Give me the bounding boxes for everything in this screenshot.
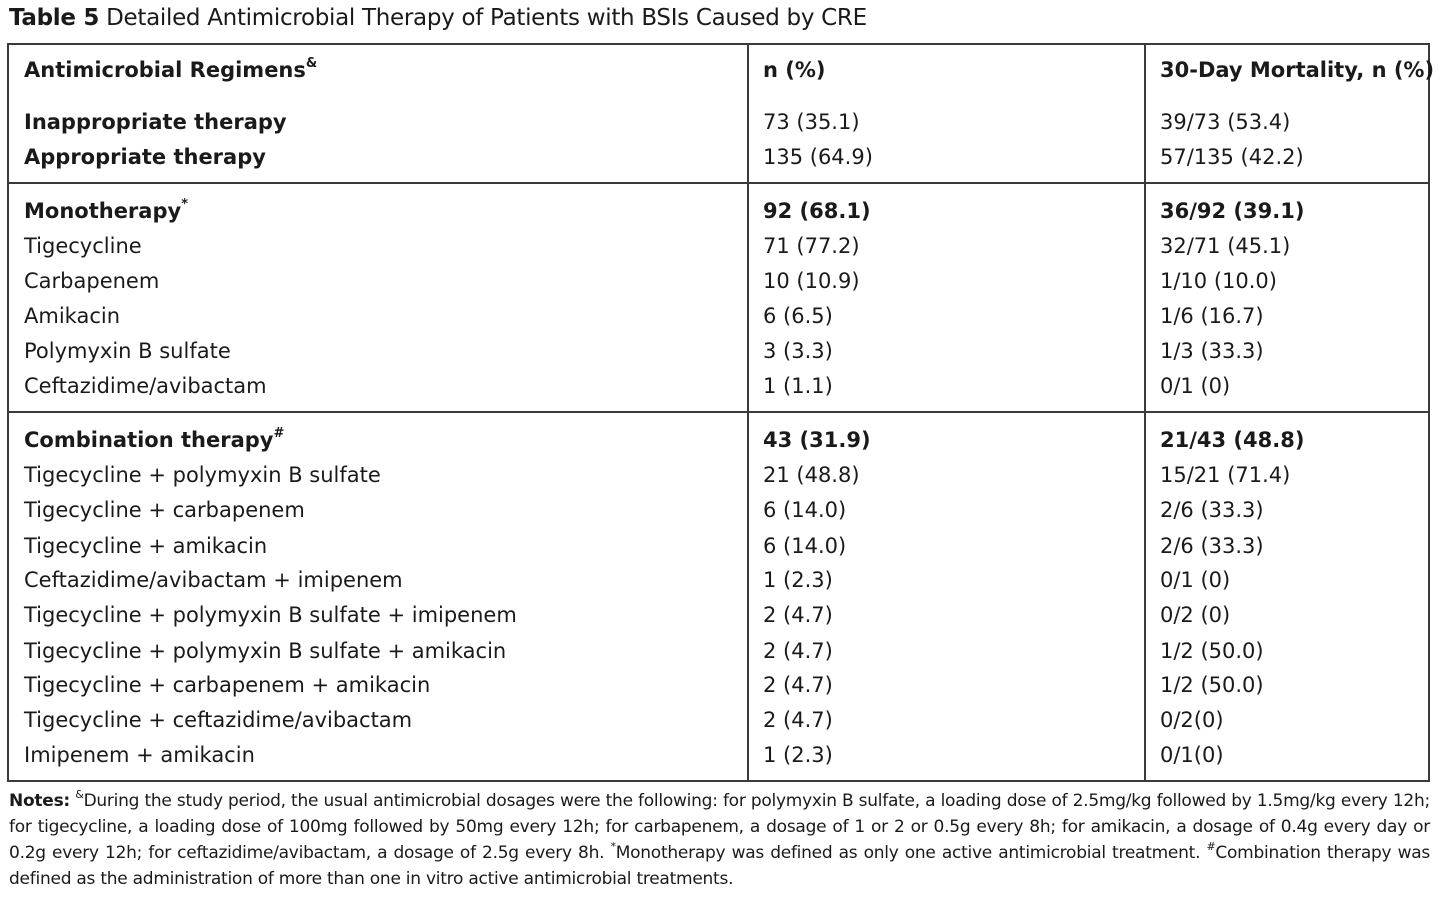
table-row: Tigecycline + polymyxin B sulfate + imip… — [9, 599, 1428, 631]
regimen-name: Imipenem + amikacin — [24, 743, 255, 767]
header-regimens: Antimicrobial Regimens& — [24, 56, 318, 82]
regimen-name: Tigecycline + polymyxin B sulfate + imip… — [24, 603, 517, 627]
mortality: 39/73 (53.4) — [1160, 110, 1291, 134]
mortality: 15/21 (71.4) — [1160, 463, 1291, 487]
regimen-name: Tigecycline — [24, 234, 142, 258]
table-row: Inappropriate therapy 73 (35.1) 39/73 (5… — [9, 106, 1428, 138]
regimen-name: Inappropriate therapy — [24, 110, 287, 134]
mortality: 36/92 (39.1) — [1160, 199, 1305, 223]
table-caption: Table 5 Detailed Antimicrobial Therapy o… — [9, 3, 867, 33]
footnote-combination: Combination therapy was defined as the a… — [9, 843, 1430, 889]
regimen-name: Appropriate therapy — [24, 145, 266, 169]
regimen-name: Tigecycline + polymyxin B sulfate — [24, 463, 381, 487]
n-percent: 10 (10.9) — [763, 269, 860, 293]
n-percent: 92 (68.1) — [763, 199, 871, 223]
table-row: Polymyxin B sulfate 3 (3.3) 1/3 (33.3) — [9, 335, 1428, 367]
regimen-name: Polymyxin B sulfate — [24, 339, 231, 363]
mortality: 1/2 (50.0) — [1160, 673, 1264, 697]
regimen-name: Amikacin — [24, 304, 121, 328]
mortality: 0/1 (0) — [1160, 374, 1231, 398]
regimen-name: Tigecycline + carbapenem — [24, 498, 305, 522]
footnote-monotherapy: Monotherapy was defined as only one acti… — [615, 843, 1207, 863]
mortality: 1/10 (10.0) — [1160, 269, 1277, 293]
mortality: 1/6 (16.7) — [1160, 304, 1264, 328]
mortality: 0/1(0) — [1160, 743, 1224, 767]
table-notes: Notes: &During the study period, the usu… — [9, 788, 1430, 892]
therapy-table: Antimicrobial Regimens& n (%) 30-Day Mor… — [7, 43, 1434, 782]
regimen-name: Monotherapy* — [24, 197, 188, 223]
table-row: Ceftazidime/avibactam 1 (1.1) 0/1 (0) — [9, 370, 1428, 402]
footnote-dosage: During the study period, the usual antim… — [9, 791, 1430, 863]
header-n-percent: n (%) — [763, 58, 826, 82]
mortality: 2/6 (33.3) — [1160, 498, 1264, 522]
n-percent: 43 (31.9) — [763, 428, 871, 452]
mortality: 32/71 (45.1) — [1160, 234, 1291, 258]
regimen-name: Tigecycline + polymyxin B sulfate + amik… — [24, 639, 507, 663]
header-mortality: 30-Day Mortality, n (%) — [1160, 58, 1435, 82]
mortality: 0/1 (0) — [1160, 568, 1231, 592]
mortality: 0/2(0) — [1160, 708, 1224, 732]
section-header-row: Monotherapy* 92 (68.1) 36/92 (39.1) — [9, 195, 1428, 227]
table-title: Detailed Antimicrobial Therapy of Patien… — [106, 5, 867, 31]
mortality: 1/2 (50.0) — [1160, 639, 1264, 663]
table-row: Tigecycline + polymyxin B sulfate + amik… — [9, 635, 1428, 667]
regimen-name: Ceftazidime/avibactam — [24, 374, 267, 398]
n-percent: 3 (3.3) — [763, 339, 833, 363]
table-row: Tigecycline + carbapenem + amikacin 2 (4… — [9, 669, 1428, 701]
regimen-name: Carbapenem — [24, 269, 160, 293]
n-percent: 1 (1.1) — [763, 374, 833, 398]
table-row: Tigecycline + polymyxin B sulfate 21 (48… — [9, 459, 1428, 491]
mortality: 57/135 (42.2) — [1160, 145, 1304, 169]
n-percent: 6 (6.5) — [763, 304, 833, 328]
header-row: Antimicrobial Regimens& n (%) 30-Day Mor… — [9, 54, 1434, 86]
mortality: 0/2 (0) — [1160, 603, 1231, 627]
n-percent: 6 (14.0) — [763, 498, 847, 522]
table-label: Table 5 — [9, 5, 100, 31]
n-percent: 21 (48.8) — [763, 463, 860, 487]
n-percent: 1 (2.3) — [763, 568, 833, 592]
section-divider — [9, 411, 1428, 413]
table-row: Tigecycline + ceftazidime/avibactam 2 (4… — [9, 704, 1428, 736]
notes-label: Notes: — [9, 791, 70, 811]
n-percent: 2 (4.7) — [763, 673, 833, 697]
table-row: Tigecycline + amikacin 6 (14.0) 2/6 (33.… — [9, 530, 1428, 562]
table-row: Carbapenem 10 (10.9) 1/10 (10.0) — [9, 265, 1428, 297]
n-percent: 1 (2.3) — [763, 743, 833, 767]
regimen-name: Tigecycline + amikacin — [24, 534, 268, 558]
mortality: 2/6 (33.3) — [1160, 534, 1264, 558]
table-row: Ceftazidime/avibactam + imipenem 1 (2.3)… — [9, 564, 1428, 596]
regimen-name: Combination therapy# — [24, 426, 285, 452]
n-percent: 135 (64.9) — [763, 145, 873, 169]
section-header-row: Combination therapy# 43 (31.9) 21/43 (48… — [9, 424, 1428, 456]
n-percent: 6 (14.0) — [763, 534, 847, 558]
footnote-marker: * — [610, 840, 616, 853]
mortality: 21/43 (48.8) — [1160, 428, 1305, 452]
table-row: Tigecycline + carbapenem 6 (14.0) 2/6 (3… — [9, 494, 1428, 526]
n-percent: 73 (35.1) — [763, 110, 860, 134]
section-divider — [9, 182, 1428, 184]
mortality: 1/3 (33.3) — [1160, 339, 1264, 363]
n-percent: 2 (4.7) — [763, 603, 833, 627]
table-row: Imipenem + amikacin 1 (2.3) 0/1(0) — [9, 739, 1428, 771]
footnote-marker: & — [75, 788, 84, 801]
regimen-name: Tigecycline + ceftazidime/avibactam — [24, 708, 413, 732]
table-row: Appropriate therapy 135 (64.9) 57/135 (4… — [9, 141, 1428, 173]
n-percent: 2 (4.7) — [763, 708, 833, 732]
table-row: Amikacin 6 (6.5) 1/6 (16.7) — [9, 300, 1428, 332]
regimen-name: Ceftazidime/avibactam + imipenem — [24, 568, 403, 592]
n-percent: 71 (77.2) — [763, 234, 860, 258]
regimen-name: Tigecycline + carbapenem + amikacin — [24, 673, 431, 697]
n-percent: 2 (4.7) — [763, 639, 833, 663]
table-row: Tigecycline 71 (77.2) 32/71 (45.1) — [9, 230, 1428, 262]
footnote-marker: # — [1206, 840, 1216, 853]
